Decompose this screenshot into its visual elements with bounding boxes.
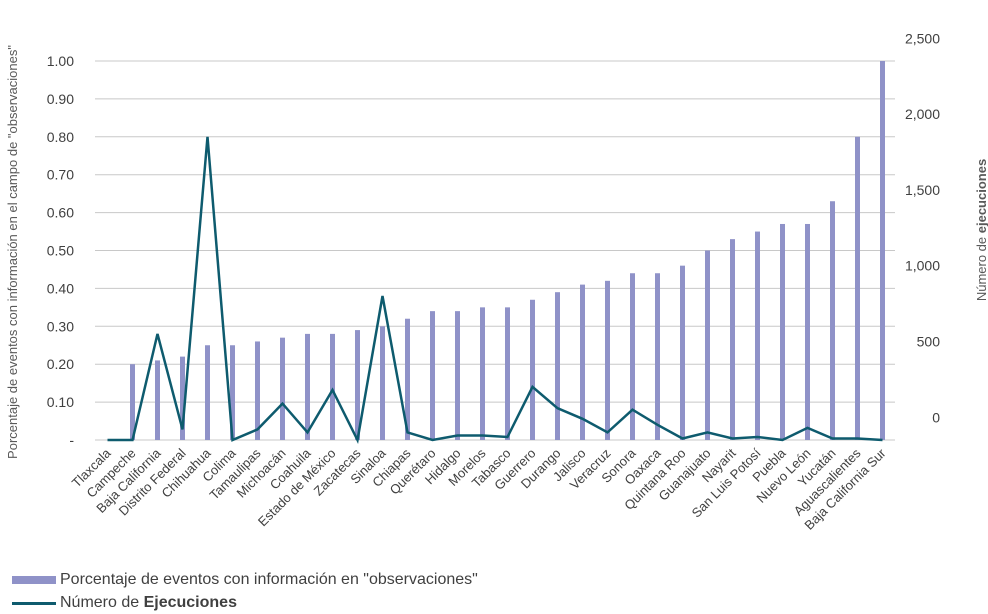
left-tick-label: 1.00 <box>47 53 74 69</box>
legend-swatch-bars <box>12 576 56 584</box>
legend-label-line: Número de Ejecuciones <box>60 594 237 611</box>
bar <box>180 356 185 440</box>
bar <box>330 333 335 440</box>
series-line <box>107 136 883 444</box>
left-tick-label: 0.10 <box>47 394 74 410</box>
legend-label-bars: Porcentaje de eventos con información en… <box>60 571 478 588</box>
bar <box>505 307 510 440</box>
right-tick-label: 2,000 <box>905 106 940 122</box>
bar <box>280 337 285 440</box>
bar <box>430 311 435 440</box>
bar <box>730 239 735 440</box>
bar <box>455 311 460 440</box>
left-tick-label: 0.40 <box>47 280 74 296</box>
bar <box>805 223 810 440</box>
left-tick-label: 0.60 <box>47 205 74 221</box>
legend-item-line: Número de Ejecuciones <box>12 594 237 612</box>
bar <box>655 273 660 440</box>
left-tick-label: 0.80 <box>47 129 74 145</box>
bar <box>255 341 260 440</box>
bar <box>380 326 385 440</box>
right-tick-label: 1,000 <box>905 258 940 274</box>
bar <box>605 280 610 440</box>
bar <box>755 231 760 440</box>
bar <box>130 364 135 440</box>
legend-swatch-line <box>12 601 56 605</box>
bar <box>405 318 410 440</box>
bar <box>155 360 160 440</box>
legend-item-bars: Porcentaje de eventos con información en… <box>12 571 478 589</box>
bar <box>305 333 310 440</box>
right-axis-title: Número de ejecuciones <box>974 159 988 301</box>
left-tick-label: 0.70 <box>47 167 74 183</box>
bar <box>830 201 835 440</box>
bar <box>680 265 685 440</box>
bar <box>230 345 235 440</box>
bar <box>530 299 535 440</box>
bar <box>355 330 360 440</box>
right-tick-label: 500 <box>917 333 941 349</box>
left-tick-label: - <box>69 432 74 448</box>
bar <box>855 136 860 441</box>
bar <box>480 307 485 440</box>
bar <box>780 223 785 440</box>
bar <box>555 292 560 440</box>
left-tick-label: 0.20 <box>47 356 74 372</box>
bar <box>705 250 710 440</box>
bar <box>580 284 585 440</box>
right-tick-label: 1,500 <box>905 182 940 198</box>
right-tick-label: 2,500 <box>905 30 940 46</box>
left-tick-label: 0.90 <box>47 91 74 107</box>
left-tick-label: 0.30 <box>47 318 74 334</box>
right-tick-label: 0 <box>932 409 940 425</box>
left-axis-title: Porcentaje de eventos con información en… <box>5 45 20 459</box>
left-tick-label: 0.50 <box>47 243 74 259</box>
bar <box>630 273 635 440</box>
bar <box>880 61 885 440</box>
bar <box>205 345 210 440</box>
